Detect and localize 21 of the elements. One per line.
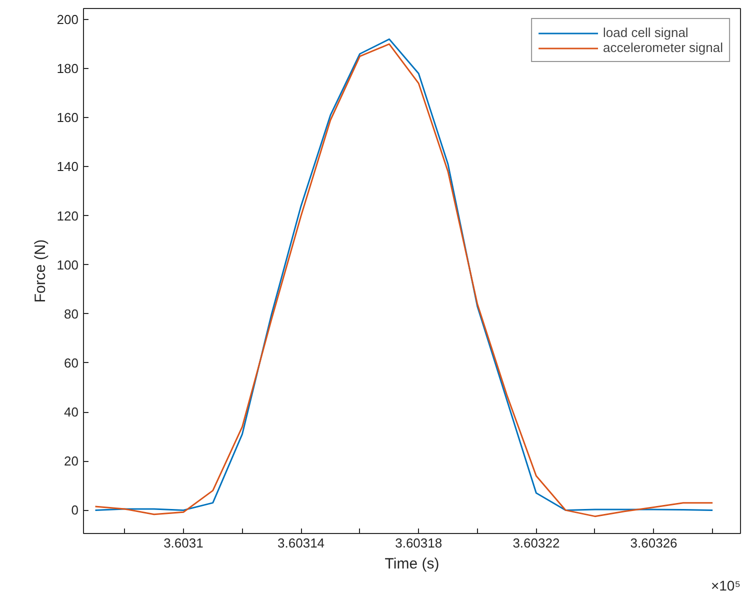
y-tick-label: 160 [56, 110, 79, 126]
y-tick-label: 200 [56, 12, 79, 28]
y-tick-label: 140 [56, 159, 79, 174]
y-tick-label: 80 [64, 306, 79, 322]
y-tick-label: 0 [71, 502, 79, 518]
y-tick-label: 20 [64, 454, 79, 469]
x-tick-label: 3.60314 [278, 536, 325, 550]
y-tick-label: 120 [56, 208, 79, 224]
x-tick-label: 3.60322 [512, 536, 560, 550]
y-tick-label: 180 [56, 61, 79, 76]
y-axis-title: Force (N) [32, 239, 49, 303]
y-tick-label: 40 [64, 404, 79, 420]
x-tick-label: 3.60318 [395, 536, 442, 550]
x-tick-label: 3.60326 [630, 536, 678, 550]
legend-label: accelerometer signal [603, 40, 723, 55]
legend-label: load cell signal [603, 25, 688, 40]
x-tick-label: 3.6031 [164, 536, 204, 550]
text: ×10⁵ [710, 578, 741, 593]
x-axis-title: Time (s) [384, 556, 440, 572]
y-tick-label: 100 [56, 257, 79, 272]
y-tick-label: 60 [64, 356, 79, 370]
